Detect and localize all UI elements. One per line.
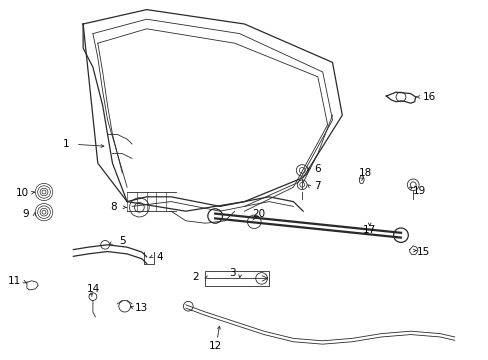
Text: 13: 13 [135, 303, 148, 313]
Text: 1: 1 [62, 139, 69, 149]
Text: 20: 20 [252, 208, 265, 219]
Text: 17: 17 [362, 225, 376, 235]
Text: 19: 19 [412, 186, 426, 196]
Text: 15: 15 [415, 247, 429, 257]
Text: 11: 11 [8, 276, 21, 286]
Text: 3: 3 [228, 267, 235, 278]
Text: 16: 16 [422, 92, 435, 102]
Text: 18: 18 [358, 168, 372, 178]
Text: 12: 12 [208, 341, 222, 351]
Text: 8: 8 [110, 202, 117, 212]
Bar [205, 271, 268, 285]
Text: 4: 4 [156, 252, 163, 262]
Text: 5: 5 [119, 236, 125, 246]
Text: 9: 9 [22, 208, 29, 219]
Text: 6: 6 [314, 164, 321, 174]
Text: 14: 14 [87, 284, 101, 294]
Text: 7: 7 [314, 181, 321, 191]
Text: 10: 10 [16, 188, 28, 198]
Text: 2: 2 [192, 273, 199, 283]
